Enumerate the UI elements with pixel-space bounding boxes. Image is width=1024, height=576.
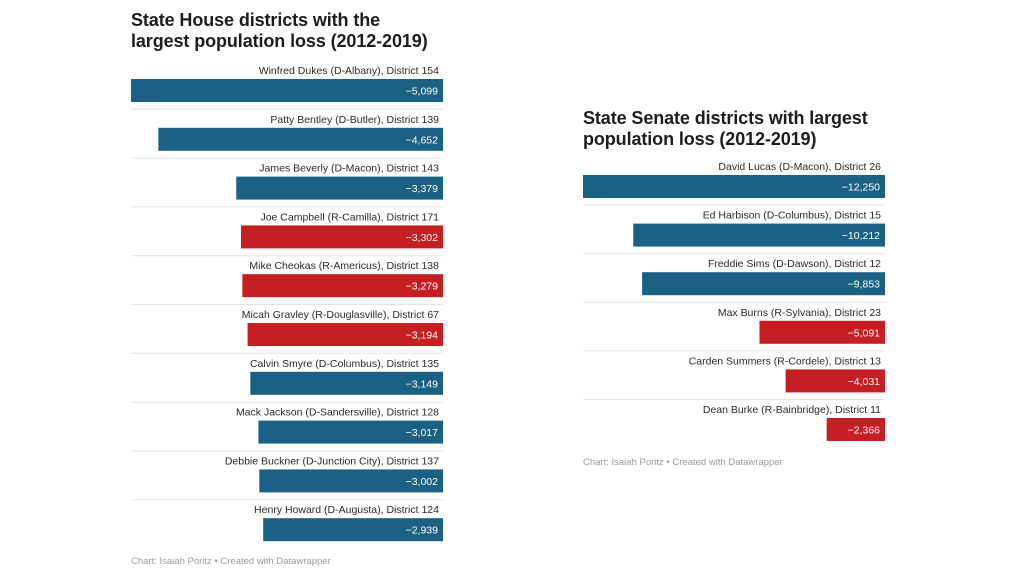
house-bar bbox=[250, 371, 443, 395]
senate-bar bbox=[759, 320, 885, 344]
house-chart-title: State House districts with the largest p… bbox=[131, 10, 443, 52]
house-bar-label: Calvin Smyre (D-Columbus), District 135 bbox=[250, 358, 439, 370]
house-bar bbox=[242, 274, 443, 298]
house-bar-value: −3,279 bbox=[406, 281, 439, 293]
house-bar-label: Mack Jackson (D-Sandersville), District … bbox=[236, 407, 439, 419]
senate-chart-title: State Senate districts with largest popu… bbox=[583, 108, 885, 150]
house-bar-value: −3,194 bbox=[406, 330, 439, 342]
house-bar-chart: Winfred Dukes (D-Albany), District 154 −5… bbox=[131, 65, 443, 542]
senate-bar-value: −4,031 bbox=[848, 377, 881, 388]
house-bar-label: Joe Campbell (R-Camilla), District 171 bbox=[260, 211, 439, 223]
senate-bar-value: −2,366 bbox=[848, 425, 881, 436]
house-title-line-2: largest population loss (2012-2019) bbox=[131, 31, 428, 51]
senate-bar bbox=[583, 174, 885, 198]
house-bar-value: −3,379 bbox=[406, 183, 439, 195]
house-bar bbox=[240, 225, 443, 249]
senate-bar-value: −9,853 bbox=[848, 280, 881, 291]
house-bar bbox=[263, 518, 443, 542]
senate-chart-credit: Chart: Isaiah Poritz • Created with Data… bbox=[583, 457, 783, 468]
senate-title-line-1: State Senate districts with largest bbox=[583, 108, 868, 128]
senate-bar-label: Dean Burke (R-Bainbridge), District 11 bbox=[703, 405, 881, 416]
senate-bar-value: −12,250 bbox=[842, 182, 880, 193]
senate-bar-label: Freddie Sims (D-Dawson), District 12 bbox=[708, 259, 881, 270]
house-bar-value: −3,002 bbox=[406, 476, 439, 488]
house-bar-label: Mike Cheokas (R-Americus), District 138 bbox=[249, 260, 439, 272]
house-bar bbox=[131, 79, 443, 102]
house-bar bbox=[259, 469, 443, 493]
senate-bar bbox=[633, 223, 885, 247]
senate-bar-label: Ed Harbison (D-Columbus), District 15 bbox=[703, 211, 881, 222]
senate-bar-value: −10,212 bbox=[842, 231, 880, 242]
senate-bar-label: David Lucas (D-Macon), District 26 bbox=[718, 162, 881, 173]
house-bar bbox=[258, 420, 443, 444]
house-bar-value: −2,939 bbox=[406, 525, 439, 537]
senate-title-line-2: population loss (2012-2019) bbox=[583, 129, 817, 149]
senate-bar bbox=[826, 417, 885, 441]
house-bar-label: Micah Gravley (R-Douglasville), District… bbox=[242, 309, 439, 321]
house-chart: State House districts with the largest p… bbox=[131, 10, 443, 550]
house-bar bbox=[236, 176, 443, 200]
house-bar-value: −3,302 bbox=[406, 232, 439, 244]
house-bar-label: Henry Howard (D-Augusta), District 124 bbox=[254, 504, 439, 516]
house-bar-label: James Beverly (D-Macon), District 143 bbox=[259, 163, 439, 175]
senate-bar-value: −5,091 bbox=[848, 328, 881, 339]
senate-bar-label: Carden Summers (R-Cordele), District 13 bbox=[689, 356, 881, 367]
senate-bar bbox=[642, 272, 885, 296]
house-bar-value: −3,017 bbox=[406, 427, 439, 439]
senate-chart: State Senate districts with largest popu… bbox=[583, 108, 885, 450]
house-bar-label: Winfred Dukes (D-Albany), District 154 bbox=[259, 65, 439, 77]
house-bar-value: −3,149 bbox=[406, 378, 439, 390]
house-title-line-1: State House districts with the bbox=[131, 10, 381, 30]
house-bar-value: −4,652 bbox=[406, 134, 439, 146]
house-bar bbox=[158, 127, 443, 151]
house-bar-value: −5,099 bbox=[406, 86, 439, 98]
senate-bar-chart: David Lucas (D-Macon), District 26 −12,25… bbox=[583, 162, 885, 441]
house-bar-label: Debbie Buckner (D-Junction City), Distri… bbox=[225, 455, 439, 467]
house-bar bbox=[247, 323, 443, 346]
house-bar-label: Patty Bentley (D-Butler), District 139 bbox=[270, 114, 439, 126]
senate-bar bbox=[785, 369, 885, 393]
senate-bar-label: Max Burns (R-Sylvania), District 23 bbox=[718, 308, 881, 319]
house-chart-credit: Chart: Isaiah Poritz • Created with Data… bbox=[131, 556, 331, 567]
